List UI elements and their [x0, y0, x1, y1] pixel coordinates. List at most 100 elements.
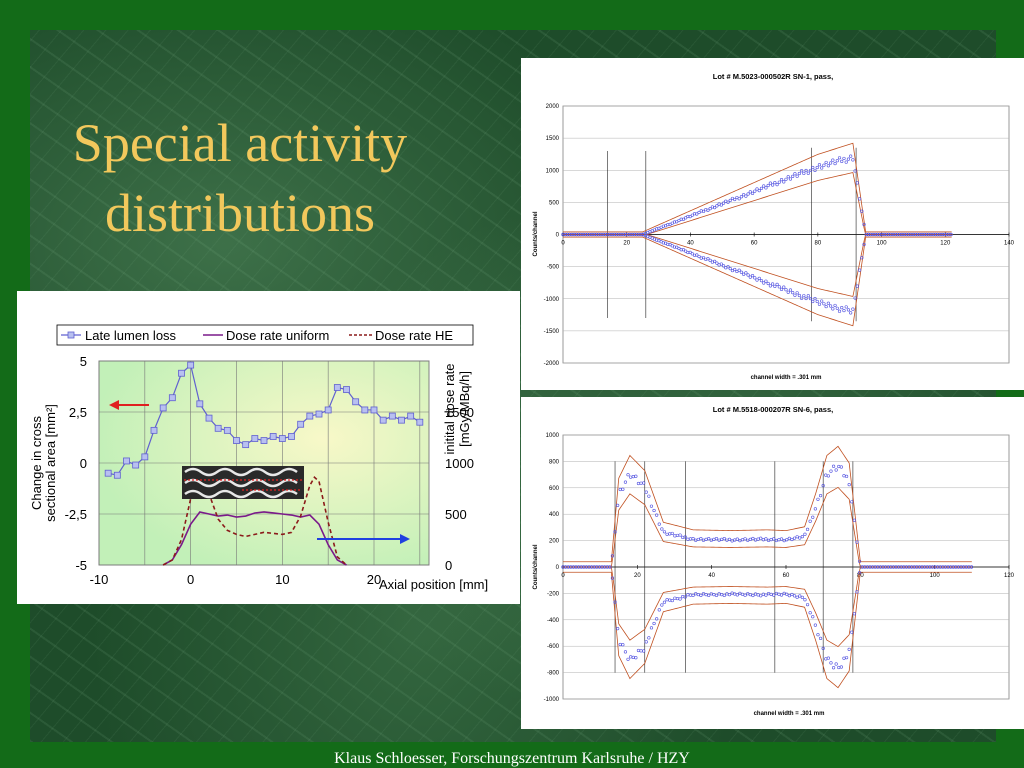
data-point — [855, 590, 859, 594]
data-point — [864, 232, 868, 237]
scatter-chart-1: Lot # M.5023-000502R SN-1, pass, 2000150… — [533, 72, 1015, 381]
y-tick-label: -800 — [547, 671, 560, 677]
data-point — [798, 536, 802, 540]
scatter-chart-2: Lot # M.5518-000207R SN-6, pass, 1000800… — [533, 405, 1015, 717]
data-point — [775, 183, 779, 187]
data-point — [785, 538, 789, 542]
late-lumen-point — [352, 398, 360, 406]
y-axis-label-line-1: Change in cross — [29, 416, 44, 510]
data-point — [677, 246, 681, 251]
data-point — [612, 232, 616, 237]
data-point — [849, 154, 853, 158]
x-tick-label: 40 — [708, 573, 715, 579]
data-point — [803, 598, 807, 602]
data-point — [820, 299, 824, 303]
data-point — [804, 168, 808, 173]
data-point — [821, 646, 825, 650]
data-point — [813, 623, 817, 627]
data-point — [795, 535, 799, 539]
data-point — [839, 465, 843, 469]
data-point — [621, 643, 625, 647]
data-point — [936, 232, 940, 237]
data-point — [581, 232, 585, 237]
x-tick-label: 140 — [1004, 241, 1015, 247]
data-point — [733, 267, 737, 272]
data-point — [697, 254, 701, 259]
envelope-curve — [563, 445, 972, 563]
data-point — [816, 633, 820, 637]
data-point — [688, 250, 692, 254]
data-point — [787, 594, 791, 598]
x-tick-label: 60 — [783, 573, 790, 579]
data-point — [826, 301, 830, 305]
data-point — [737, 197, 741, 201]
data-point — [806, 294, 810, 298]
data-point — [748, 275, 752, 279]
y-tick-label: 0 — [556, 565, 560, 571]
data-point — [944, 232, 949, 237]
data-point — [764, 593, 768, 597]
late-lumen-point — [123, 457, 130, 465]
data-point — [762, 184, 766, 188]
data-point — [817, 163, 822, 167]
y-axis-label-line-2: sectional area [mm²] — [43, 404, 58, 522]
data-point — [744, 271, 748, 275]
dose-uniform-line — [162, 511, 347, 566]
data-point — [815, 165, 819, 170]
data-point — [875, 232, 880, 237]
data-point — [824, 160, 828, 165]
data-point — [728, 198, 732, 202]
data-point — [719, 262, 723, 266]
data-point — [594, 232, 599, 237]
chart-3-ylabel: Counts/channel — [533, 544, 539, 589]
data-point — [613, 530, 617, 534]
data-point — [915, 232, 920, 237]
x-tick-label: 80 — [815, 241, 822, 247]
data-point — [800, 296, 804, 300]
data-point — [844, 305, 848, 309]
left-axis-arrow — [109, 400, 149, 410]
late-lumen-point — [141, 453, 149, 461]
data-point — [649, 626, 654, 630]
data-point — [862, 222, 866, 227]
chart-2-title: Lot # M.5023-000502R SN-1, pass, — [713, 72, 833, 81]
data-point — [804, 296, 808, 301]
data-point — [844, 656, 849, 660]
data-point — [813, 168, 817, 173]
data-point — [743, 537, 747, 541]
data-point — [782, 180, 786, 184]
data-point — [647, 636, 651, 640]
late-lumen-point — [251, 435, 259, 442]
data-point — [766, 281, 770, 286]
data-point — [833, 161, 837, 166]
late-lumen-point — [104, 469, 112, 477]
data-point — [762, 281, 766, 285]
late-lumen-point — [242, 441, 250, 449]
data-point — [784, 288, 788, 292]
data-point — [681, 248, 686, 252]
y2-tick-label: 1000 — [445, 456, 474, 471]
data-point — [691, 593, 695, 597]
late-lumen-point — [288, 433, 295, 440]
data-point — [744, 194, 748, 198]
data-point — [715, 261, 719, 265]
data-point — [603, 232, 607, 237]
data-point — [670, 598, 674, 603]
data-point — [585, 232, 590, 237]
data-point — [857, 197, 862, 201]
scatter-chart-2-panel: Lot # M.5518-000207R SN-6, pass, 1000 800… — [521, 397, 1024, 729]
data-point — [813, 296, 817, 301]
data-point — [831, 666, 836, 670]
late-lumen-point — [150, 426, 158, 434]
data-point — [626, 473, 630, 477]
data-point — [706, 257, 710, 261]
data-point — [947, 232, 951, 237]
data-point — [918, 232, 922, 237]
data-point — [652, 508, 656, 513]
data-point — [808, 296, 813, 301]
late-lumen-point — [205, 414, 213, 422]
data-point — [793, 293, 797, 297]
y-tick-label: -1500 — [544, 329, 560, 335]
slide-title: Special activity distributions — [30, 108, 450, 248]
data-point — [873, 232, 877, 237]
